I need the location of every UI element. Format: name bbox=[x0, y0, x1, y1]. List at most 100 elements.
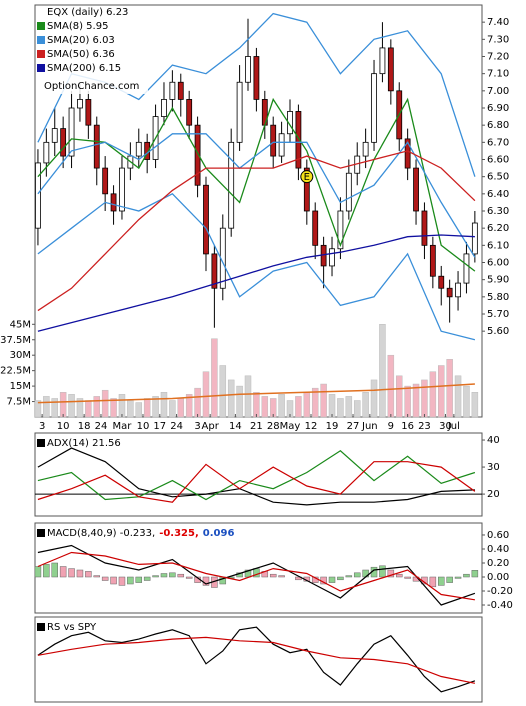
x-tick-label: Jul bbox=[447, 421, 460, 432]
y-tick-label: 6.80 bbox=[487, 120, 509, 131]
indicator-line bbox=[37, 461, 476, 503]
candle-body bbox=[345, 172, 352, 212]
candle-body bbox=[169, 81, 176, 100]
candle-body bbox=[85, 99, 92, 126]
macd-line bbox=[37, 544, 476, 606]
candle-body bbox=[228, 141, 235, 229]
y-tick-label: 6.00 bbox=[487, 258, 509, 269]
watermark: OptionChance.com bbox=[44, 81, 139, 92]
indicator-line bbox=[37, 626, 476, 693]
histogram-bar bbox=[68, 568, 75, 578]
x-tick-label: 14 bbox=[229, 421, 242, 432]
y-tick-label: 0.20 bbox=[487, 558, 509, 569]
candle-body bbox=[429, 244, 436, 277]
volume-bar bbox=[421, 379, 428, 418]
candle-body bbox=[51, 128, 58, 143]
volume-bar bbox=[160, 392, 168, 418]
panel bbox=[34, 616, 483, 703]
volume-tick-label: 45M bbox=[10, 319, 31, 330]
legend-part: MACD(8,40,9) -0.233, bbox=[47, 528, 155, 539]
volume-bar bbox=[169, 400, 176, 418]
lower-band bbox=[37, 193, 476, 341]
volume-bar bbox=[278, 394, 285, 418]
candle-body bbox=[421, 210, 428, 246]
legend-part: -0.325, bbox=[159, 528, 199, 539]
volume-tick-label: 30M bbox=[10, 350, 31, 361]
volume-bar bbox=[395, 375, 403, 418]
x-tick-label: 10 bbox=[137, 421, 150, 432]
volume-bar bbox=[253, 392, 260, 418]
volume-bar bbox=[244, 375, 252, 418]
volume-bar bbox=[101, 389, 109, 418]
volume-bar bbox=[345, 396, 353, 418]
y-tick-label: 6.10 bbox=[487, 240, 509, 251]
x-tick-label: 27 bbox=[347, 421, 360, 432]
candle-body bbox=[43, 141, 50, 164]
x-tick-label: 3 bbox=[39, 421, 45, 432]
candle-body bbox=[68, 107, 75, 157]
candle-body bbox=[295, 111, 302, 169]
candle-body bbox=[194, 124, 201, 186]
volume-bar bbox=[236, 385, 243, 418]
candle-body bbox=[404, 138, 411, 169]
legend-swatch bbox=[37, 36, 45, 44]
volume-bar bbox=[202, 371, 210, 418]
histogram-bar bbox=[118, 576, 126, 586]
indicator-line bbox=[37, 450, 476, 501]
histogram-bar bbox=[295, 576, 302, 581]
volume-bar bbox=[127, 400, 134, 418]
histogram-bar bbox=[143, 576, 151, 581]
candle-body bbox=[329, 248, 335, 267]
macd-line bbox=[37, 551, 475, 601]
volume-bar bbox=[328, 394, 336, 418]
candle-body bbox=[211, 253, 218, 289]
x-tick-label: 17 bbox=[153, 421, 166, 432]
x-tick-label: 24 bbox=[170, 421, 183, 432]
candle-body bbox=[337, 210, 344, 250]
y-tick-label: -0.40 bbox=[487, 600, 513, 611]
histogram-bar bbox=[85, 571, 92, 578]
y-tick-label: 5.70 bbox=[487, 309, 509, 320]
y-tick-label: 0.40 bbox=[487, 544, 509, 555]
volume-bar bbox=[143, 398, 151, 418]
candle-body bbox=[177, 81, 184, 100]
x-tick-label: 12 bbox=[305, 421, 318, 432]
histogram-bar bbox=[353, 572, 361, 578]
volume-bar bbox=[211, 338, 218, 418]
histogram-bar bbox=[446, 576, 453, 583]
histogram-bar bbox=[471, 570, 479, 578]
candle-body bbox=[161, 99, 167, 117]
histogram-bar bbox=[387, 569, 395, 578]
histogram-bar bbox=[93, 575, 101, 578]
y-tick-label: 20 bbox=[487, 489, 500, 500]
y-tick-label: 5.60 bbox=[487, 326, 509, 337]
candle-body bbox=[438, 275, 445, 289]
volume-bar bbox=[76, 398, 84, 418]
candle-body bbox=[455, 282, 461, 298]
legend-swatch bbox=[37, 439, 45, 447]
x-tick-label: 9 bbox=[388, 421, 394, 432]
histogram-bar bbox=[395, 573, 403, 578]
volume-bar bbox=[320, 383, 327, 418]
legend-swatch bbox=[37, 623, 45, 631]
histogram-bar bbox=[269, 573, 277, 578]
histogram-bar bbox=[185, 576, 193, 579]
volume-bar bbox=[177, 398, 185, 418]
legend-label: RS vs SPY bbox=[47, 622, 97, 633]
candle-body bbox=[387, 47, 394, 92]
candle-body bbox=[135, 141, 142, 157]
legend-swatch bbox=[37, 529, 45, 537]
candle-body bbox=[312, 210, 319, 246]
candle-body bbox=[245, 56, 251, 83]
x-tick-label: May bbox=[280, 421, 301, 432]
x-tick-label: Apr bbox=[202, 421, 220, 432]
volume-bar bbox=[429, 371, 437, 418]
volume-bar bbox=[261, 396, 269, 418]
y-tick-label: 7.20 bbox=[487, 52, 509, 63]
histogram-bar bbox=[135, 576, 143, 583]
volume-bar bbox=[337, 398, 344, 418]
volume-bar bbox=[194, 387, 201, 418]
y-tick-label: 0.60 bbox=[487, 530, 509, 541]
candle-body bbox=[379, 47, 386, 75]
y-tick-label: 6.20 bbox=[487, 223, 509, 234]
